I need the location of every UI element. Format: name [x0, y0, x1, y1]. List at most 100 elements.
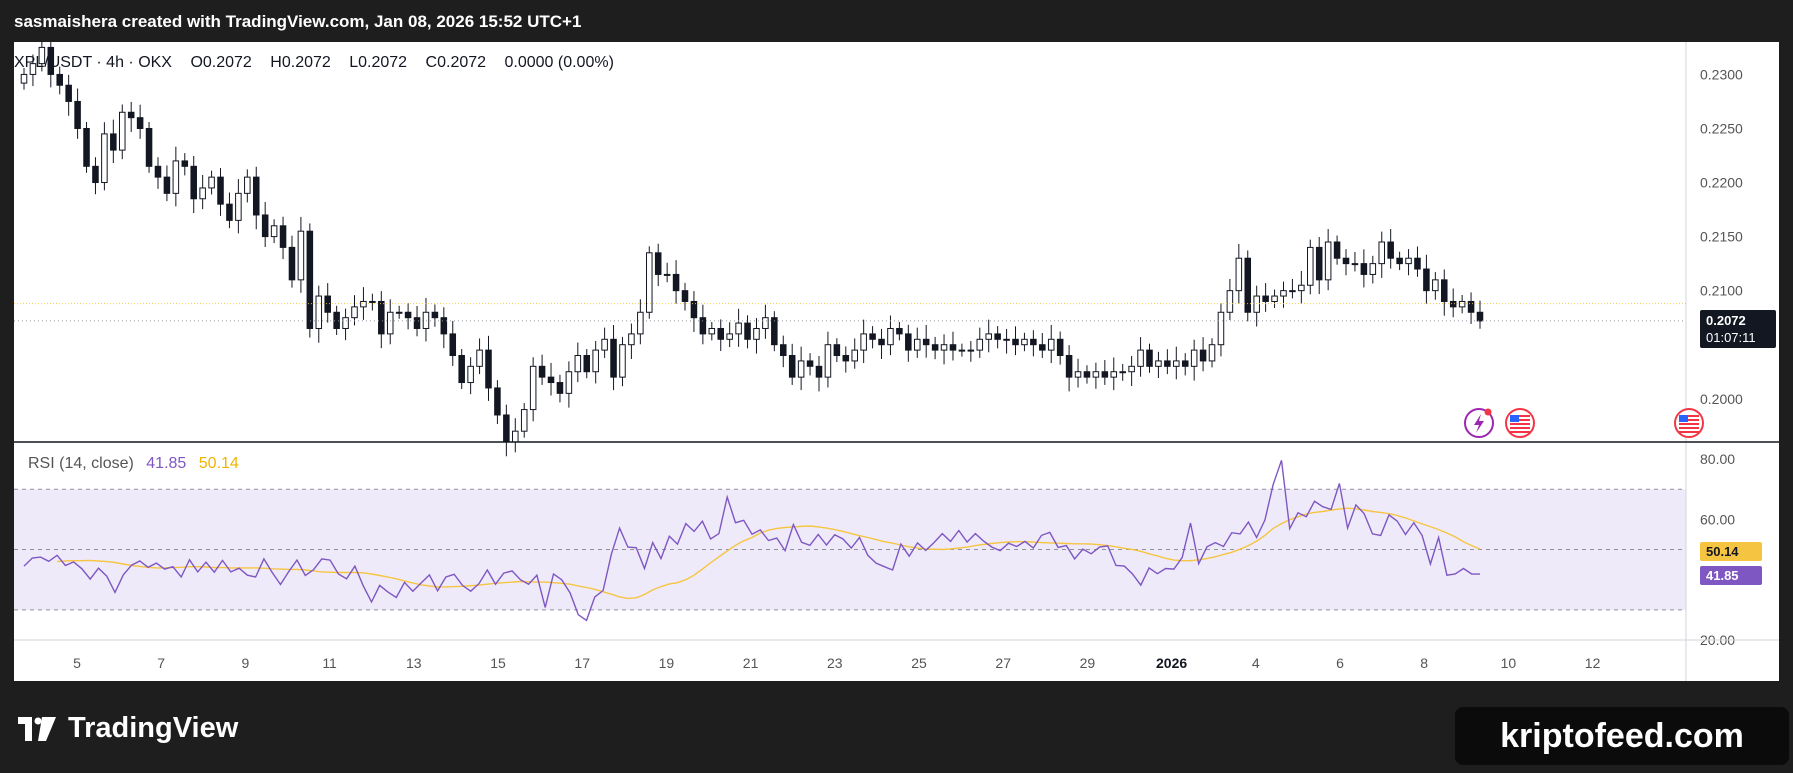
candle-up	[601, 338, 608, 351]
candle-down	[1476, 311, 1484, 322]
rsi-ma-line	[57, 507, 1481, 600]
candle-up	[476, 349, 483, 367]
candle-down	[288, 246, 296, 281]
candle-up	[1226, 290, 1234, 313]
candle-down	[413, 317, 421, 329]
candle-down	[815, 365, 823, 378]
candle-down	[163, 176, 171, 194]
candle-up	[386, 311, 394, 335]
rsi-title[interactable]: RSI (14, close)	[28, 455, 134, 472]
symbol-label[interactable]: XPL/USDT · 4h · OKX	[14, 54, 172, 71]
candle-down	[110, 133, 117, 151]
candle-down	[583, 355, 591, 373]
candle-up	[735, 322, 742, 335]
candle-up	[628, 333, 635, 346]
time-axis-tick: 10	[1501, 655, 1517, 671]
us-flag-icon[interactable]	[1505, 408, 1535, 438]
candle-down	[1012, 338, 1019, 346]
kriptofeed-watermark: kriptofeed.com	[1455, 707, 1789, 765]
candle-down	[458, 355, 465, 384]
candle-down	[1360, 263, 1368, 275]
time-axis-tick: 19	[659, 655, 675, 671]
candle-up	[1405, 257, 1412, 265]
candle-down	[681, 290, 689, 302]
candle-up	[1458, 300, 1466, 308]
candle-down	[378, 300, 385, 335]
candle-down	[905, 333, 912, 351]
lightning-event-icon[interactable]	[1464, 408, 1494, 438]
candle-down	[949, 344, 957, 351]
time-axis-tick: 6	[1336, 655, 1344, 671]
candle-up	[244, 176, 251, 194]
candle-down	[1164, 360, 1171, 367]
rsi-value: 41.85	[146, 455, 187, 472]
tradingview-mark-icon	[18, 716, 56, 741]
rsi-line	[23, 460, 1481, 622]
candle-up	[663, 273, 671, 276]
candle-down	[65, 84, 72, 102]
price-axis-tick: 0.2250	[1700, 120, 1743, 136]
tradingview-logo[interactable]: TradingView	[18, 712, 238, 745]
candle-down	[1244, 257, 1252, 313]
tradingview-logo-text: TradingView	[68, 712, 239, 744]
candle-up	[646, 252, 653, 313]
candle-up	[369, 300, 376, 303]
us-flag-stripe	[1679, 423, 1699, 425]
candle-down	[610, 338, 617, 378]
candle-up	[1217, 311, 1225, 346]
candle-up	[1208, 344, 1216, 362]
candle-down	[699, 317, 707, 335]
candle-down	[1423, 268, 1430, 292]
candle-down	[145, 127, 153, 167]
candle-up	[851, 349, 858, 362]
candle-up	[1173, 360, 1180, 367]
candle-up	[172, 160, 180, 194]
candle-down	[556, 382, 564, 394]
candle-down	[931, 344, 939, 351]
time-axis-tick: 23	[827, 655, 843, 671]
candle-up	[1155, 360, 1162, 367]
price-axis-tick: 0.2000	[1700, 391, 1743, 407]
us-flag-stripe	[1510, 415, 1530, 417]
time-axis-tick: 5	[73, 655, 81, 671]
candle-down	[431, 311, 439, 319]
candle-up	[467, 365, 474, 384]
us-flag-icon[interactable]	[1674, 408, 1704, 438]
candle-down	[226, 203, 233, 221]
candle-up	[726, 333, 733, 340]
us-flag-stripe	[1679, 415, 1699, 417]
candle-up	[1092, 371, 1100, 378]
time-axis-tick: 4	[1252, 655, 1260, 671]
candle-up	[529, 365, 537, 411]
us-flag-canton	[1510, 415, 1519, 422]
candle-down	[252, 176, 260, 216]
candle-down	[1056, 338, 1064, 357]
chart-frame[interactable]: 80.00 60.00 20.00 0.2300 0.2250 0.2200 0.2150…	[14, 42, 1779, 681]
candle-up	[1137, 349, 1144, 367]
candle-down	[869, 333, 876, 340]
candle-down	[779, 344, 787, 357]
candle-up	[1235, 257, 1243, 292]
time-axis-tick: 11	[322, 655, 337, 671]
candle-up	[762, 317, 769, 329]
lightning-bolt	[1474, 414, 1484, 433]
candle-down	[1101, 371, 1109, 378]
candle-down	[1449, 300, 1457, 308]
candle-down	[261, 214, 269, 238]
candle-down	[127, 111, 135, 119]
candle-down	[503, 414, 510, 443]
candle-up	[619, 344, 626, 378]
price-axis-tick: 0.2150	[1700, 229, 1743, 245]
candle-up	[1003, 338, 1010, 341]
candle-down	[324, 295, 331, 313]
candle-up	[887, 327, 894, 346]
candle-up	[1119, 371, 1126, 374]
candle-down	[1083, 371, 1091, 378]
candle-down	[654, 252, 662, 275]
candle-up	[270, 225, 278, 238]
candle-down	[833, 344, 841, 357]
candle-down	[449, 333, 457, 357]
last-price-value: 0.2072	[1706, 313, 1746, 328]
candle-down	[896, 327, 903, 335]
